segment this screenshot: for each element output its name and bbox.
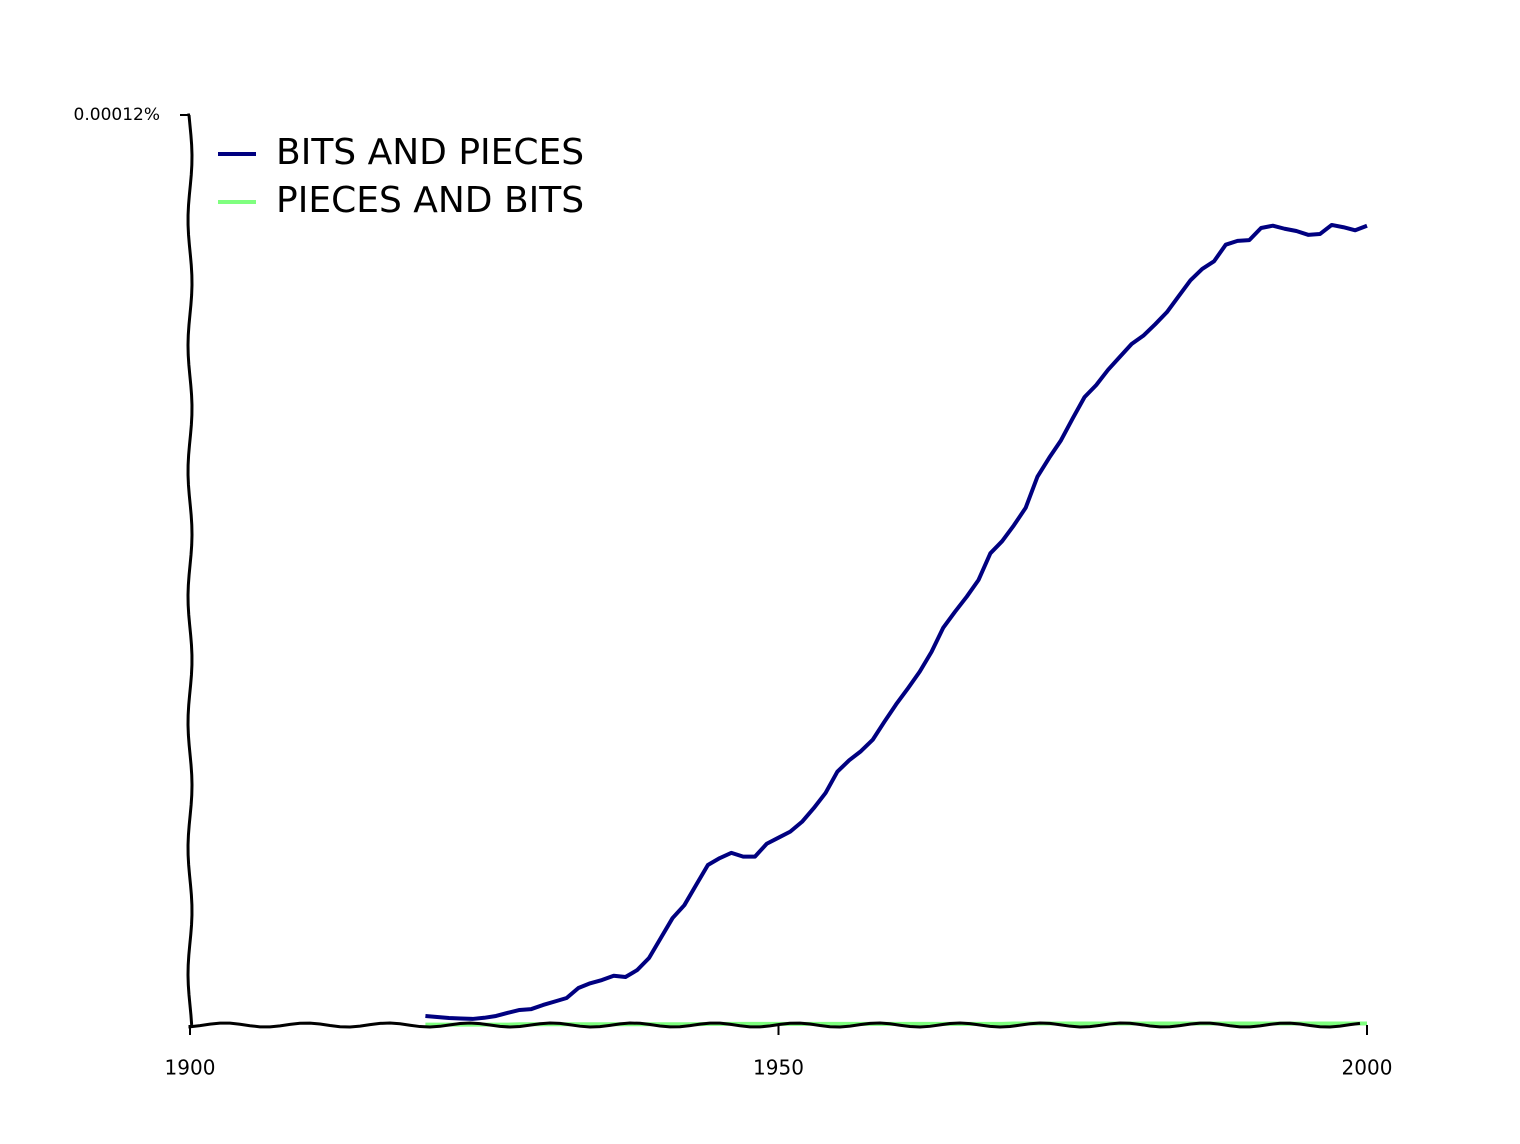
- y-tick-label: 0.00012%: [74, 105, 160, 125]
- series-line: [425, 222, 1368, 1021]
- legend-label: PIECES AND BITS: [276, 180, 584, 221]
- x-tick-label: 1900: [165, 1056, 216, 1080]
- x-axis: [188, 1021, 1361, 1029]
- y-axis: [186, 113, 194, 1026]
- legend-label: BITS AND PIECES: [276, 132, 584, 173]
- x-tick-label: 1950: [753, 1056, 804, 1080]
- x-tick-label: 2000: [1342, 1056, 1393, 1080]
